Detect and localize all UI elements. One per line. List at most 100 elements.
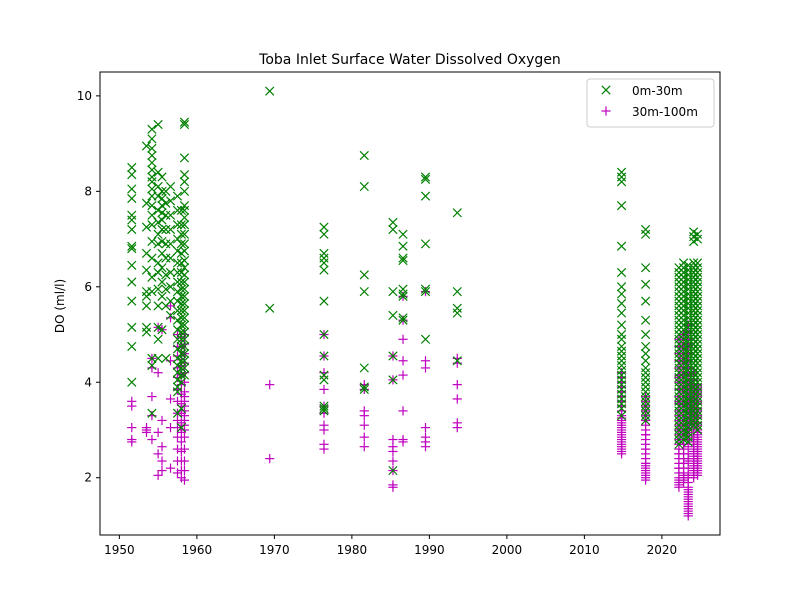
data-point: [398, 241, 408, 251]
data-point: [147, 184, 157, 194]
data-point: [683, 485, 693, 495]
data-point: [127, 224, 137, 235]
data-point: [359, 286, 369, 297]
data-point: [176, 291, 186, 301]
data-point: [127, 322, 137, 332]
data-point: [319, 222, 329, 232]
data-point: [179, 277, 190, 287]
data-point: [616, 289, 627, 299]
data-point: [153, 229, 163, 239]
data-point: [179, 341, 190, 352]
data-point: [388, 224, 398, 235]
data-point: [153, 470, 163, 480]
data-point: [692, 234, 703, 244]
data-point: [157, 442, 167, 452]
legend-box: [586, 78, 715, 128]
data-point: [692, 446, 703, 457]
data-point: [141, 327, 152, 337]
data-point: [452, 356, 462, 366]
data-point: [172, 334, 183, 344]
data-point: [157, 172, 167, 182]
data-point: [683, 437, 693, 447]
data-point: [641, 444, 651, 454]
data-point: [141, 222, 152, 232]
chart-title: Toba Inlet Surface Water Dissolved Oxyge…: [258, 52, 561, 68]
data-point: [319, 296, 329, 306]
data-point: [319, 425, 329, 435]
data-point: [147, 253, 157, 263]
data-point: [179, 263, 190, 273]
data-point: [147, 177, 157, 187]
data-point: [179, 456, 190, 466]
data-point: [420, 284, 431, 294]
data-point: [172, 191, 183, 201]
data-point: [319, 384, 329, 395]
data-point: [616, 308, 627, 318]
data-point: [265, 303, 275, 313]
data-point: [179, 220, 190, 230]
data-point: [179, 205, 190, 216]
data-point: [141, 265, 152, 275]
data-point: [359, 420, 369, 430]
data-point: [359, 270, 369, 280]
data-point: [157, 215, 167, 225]
data-point: [147, 434, 157, 445]
data-point: [452, 423, 462, 433]
data-point: [179, 177, 190, 187]
data-point: [319, 444, 329, 454]
data-point: [165, 224, 176, 235]
data-point: [319, 329, 329, 340]
legend-marker-0m-30m: [601, 85, 611, 95]
data-point: [640, 315, 651, 325]
data-point: [157, 263, 167, 273]
data-point: [165, 196, 176, 206]
data-point: [179, 320, 190, 330]
legend-marker-plus: [601, 106, 611, 116]
data-point: [388, 482, 398, 492]
data-point: [179, 291, 190, 301]
data-point: [640, 341, 651, 352]
data-point: [141, 301, 152, 311]
data-point: [165, 310, 176, 321]
data-point: [616, 320, 627, 330]
data-point: [176, 370, 186, 380]
data-point: [179, 153, 190, 163]
data-point: [153, 427, 163, 437]
data-point: [147, 360, 157, 371]
data-point: [161, 210, 171, 220]
data-point: [165, 239, 176, 249]
data-point: [176, 377, 186, 387]
data-point: [616, 267, 627, 278]
data-point: [359, 150, 369, 161]
data-point: [179, 212, 190, 223]
data-point: [452, 394, 462, 404]
data-point: [176, 363, 186, 373]
data-point: [176, 205, 186, 216]
data-point: [179, 306, 190, 316]
data-point: [641, 430, 651, 440]
data-point: [127, 193, 137, 204]
data-point: [398, 289, 408, 299]
data-point: [179, 119, 190, 130]
data-point: [176, 284, 186, 294]
data-point: [265, 380, 275, 390]
data-point: [319, 265, 329, 275]
data-point: [153, 449, 163, 459]
data-point: [176, 220, 186, 230]
data-point: [165, 394, 176, 404]
legend: 0m-30m 30m-100m: [586, 78, 715, 128]
data-point: [172, 220, 183, 230]
y-tick-label: 2: [84, 471, 92, 485]
data-point: [179, 284, 190, 294]
data-point: [388, 310, 398, 321]
data-point: [674, 482, 684, 492]
data-point: [176, 239, 186, 249]
data-point: [157, 291, 167, 301]
data-point: [640, 279, 651, 290]
axis-ticks: 1950 1960 1970 1980 1990 2000 2010 2020 2 4 6 8 10: [77, 89, 677, 557]
data-point: [127, 296, 137, 306]
data-point: [388, 375, 398, 385]
data-point: [388, 465, 398, 476]
data-point: [176, 277, 186, 287]
